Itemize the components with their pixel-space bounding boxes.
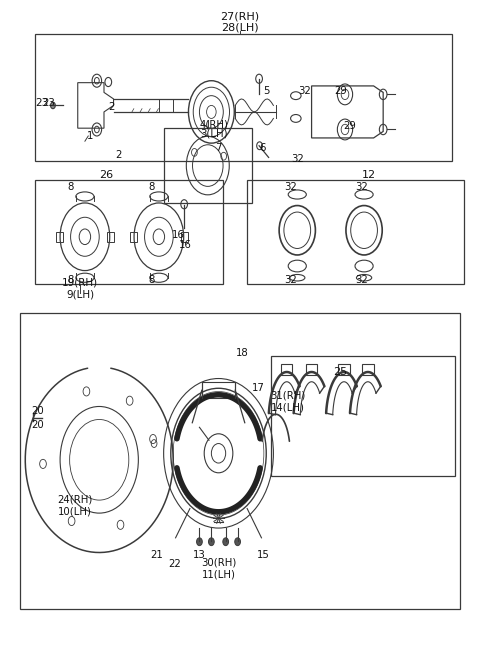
- Text: 19(RH)
9(LH): 19(RH) 9(LH): [62, 278, 98, 300]
- Text: 8: 8: [67, 182, 74, 193]
- Text: 32: 32: [355, 275, 368, 285]
- Text: 6: 6: [260, 143, 266, 153]
- Text: 32: 32: [355, 182, 368, 193]
- Text: 15: 15: [256, 550, 269, 560]
- Text: 32: 32: [284, 275, 297, 285]
- Text: 23: 23: [35, 99, 48, 108]
- Bar: [35, 180, 223, 284]
- Bar: [107, 232, 114, 242]
- Text: 27(RH): 27(RH): [220, 11, 260, 22]
- Circle shape: [50, 102, 55, 108]
- Bar: [202, 383, 235, 398]
- Circle shape: [223, 538, 228, 546]
- Text: 8: 8: [148, 275, 155, 285]
- Text: 12: 12: [362, 170, 376, 180]
- Text: 24(RH)
10(LH): 24(RH) 10(LH): [58, 494, 93, 516]
- Text: 28(LH): 28(LH): [221, 22, 259, 33]
- Bar: [164, 128, 252, 203]
- Bar: [247, 180, 464, 284]
- Circle shape: [208, 538, 214, 546]
- Text: 29: 29: [334, 86, 347, 96]
- Bar: [338, 364, 350, 375]
- Circle shape: [235, 538, 240, 546]
- Text: 17: 17: [252, 383, 264, 393]
- Text: 25: 25: [333, 367, 347, 377]
- Text: 32: 32: [291, 153, 304, 164]
- Text: 31(RH)
14(LH): 31(RH) 14(LH): [270, 390, 305, 412]
- Text: 20: 20: [31, 421, 44, 430]
- Text: 7: 7: [215, 143, 222, 153]
- Bar: [35, 34, 452, 161]
- Bar: [56, 232, 63, 242]
- Text: 1: 1: [86, 131, 93, 141]
- Text: 8: 8: [67, 275, 74, 285]
- Text: 32: 32: [298, 86, 311, 96]
- Text: 16: 16: [179, 240, 192, 250]
- Text: 16: 16: [172, 231, 185, 240]
- Text: 21: 21: [150, 550, 163, 560]
- Circle shape: [197, 538, 202, 546]
- Text: 32: 32: [284, 182, 297, 193]
- Bar: [281, 364, 292, 375]
- Text: 23: 23: [43, 99, 56, 108]
- Text: 20: 20: [31, 406, 44, 416]
- Text: 29: 29: [343, 121, 356, 131]
- Bar: [271, 356, 455, 476]
- Bar: [362, 364, 373, 375]
- Bar: [21, 313, 459, 609]
- Text: 4(RH): 4(RH): [199, 119, 228, 129]
- Text: 8: 8: [148, 182, 155, 193]
- Bar: [130, 232, 137, 242]
- Text: 5: 5: [263, 86, 269, 96]
- Bar: [306, 364, 317, 375]
- Text: 3(LH): 3(LH): [200, 129, 228, 138]
- Text: 30(RH)
11(LH): 30(RH) 11(LH): [201, 558, 236, 579]
- Text: 18: 18: [236, 347, 249, 357]
- Text: 26: 26: [99, 170, 113, 180]
- Text: 2: 2: [108, 102, 114, 112]
- Text: 13: 13: [193, 550, 206, 560]
- Text: 22: 22: [168, 559, 181, 569]
- Text: 2: 2: [115, 150, 121, 160]
- Bar: [181, 232, 188, 242]
